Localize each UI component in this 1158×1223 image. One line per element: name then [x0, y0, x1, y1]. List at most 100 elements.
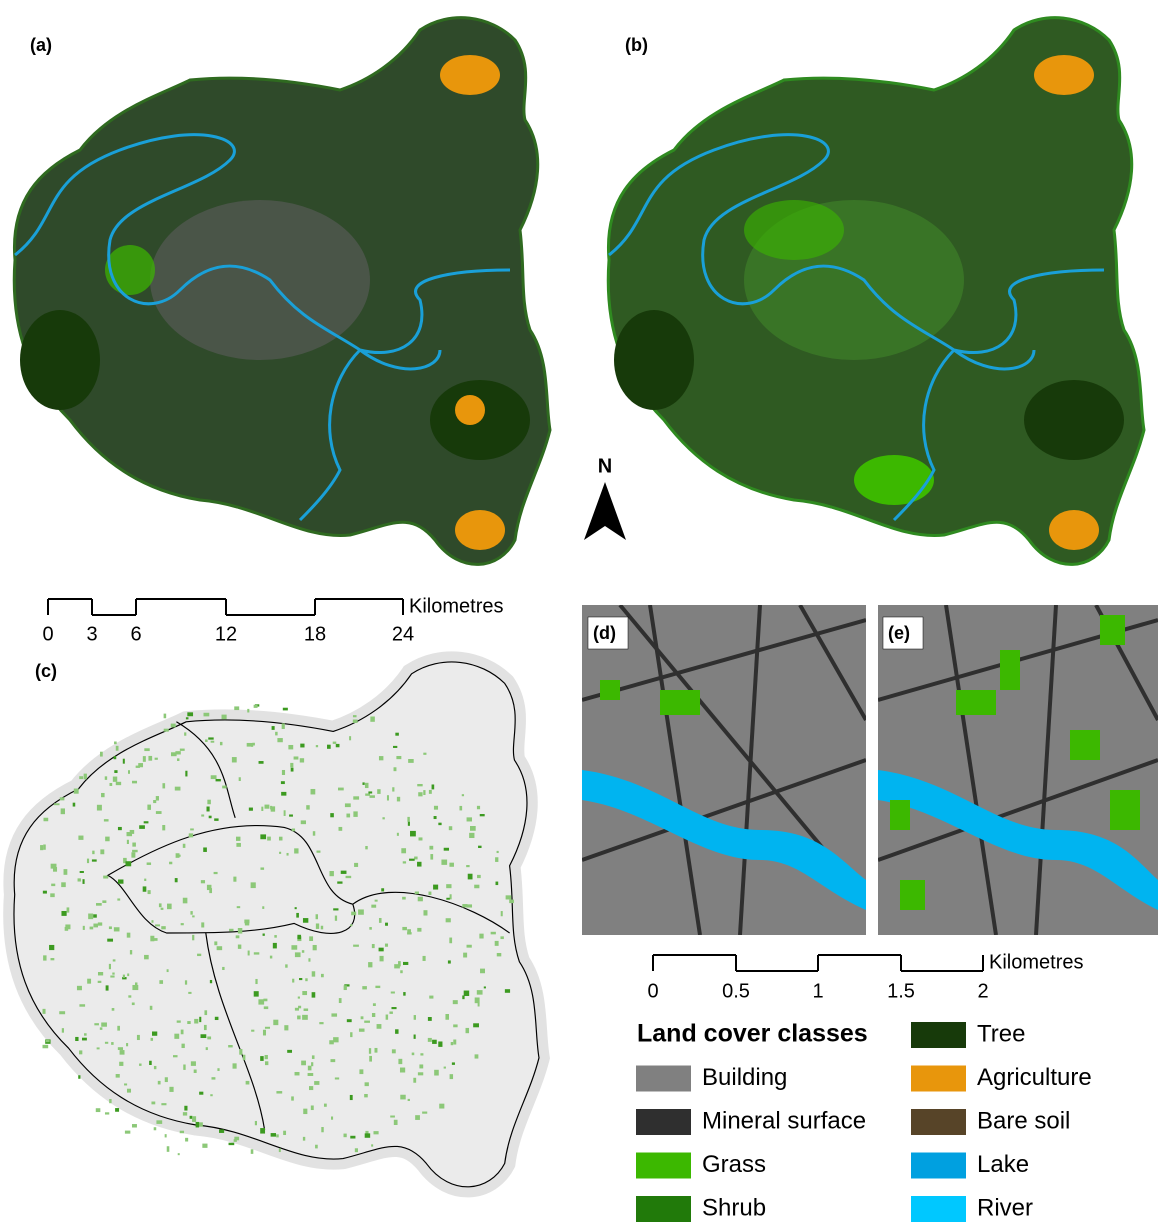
grass-patch	[93, 914, 97, 917]
grass-patch	[154, 1127, 157, 1130]
grass-patch	[477, 875, 481, 878]
grass-patch	[295, 952, 301, 957]
grass-patch	[165, 1077, 168, 1082]
grass-patch	[107, 939, 113, 942]
grass-patch	[364, 1021, 370, 1023]
grass-patch	[84, 774, 87, 780]
grass-patch	[201, 880, 205, 883]
grass-patch	[143, 886, 147, 891]
grass-patch	[452, 1062, 455, 1064]
grass-patch	[152, 1031, 157, 1035]
grass-patch	[434, 1070, 439, 1076]
grass-patch	[372, 944, 375, 948]
grass-patch	[306, 805, 309, 809]
grass-patch	[144, 879, 146, 881]
grass-patch	[125, 1131, 130, 1134]
grass-patch	[222, 786, 227, 789]
grass-patch	[289, 814, 293, 816]
grass-patch	[377, 789, 380, 794]
legend-swatch	[636, 1066, 691, 1092]
grass-patch	[105, 1112, 109, 1114]
map-a	[14, 18, 550, 565]
grass-patch	[353, 720, 358, 723]
grass-patch	[92, 851, 94, 855]
grass-patch	[167, 1146, 170, 1152]
grass-patch	[173, 1055, 178, 1057]
grass-patch	[415, 1115, 420, 1120]
grass-patch	[276, 1091, 282, 1093]
grass-patch	[61, 808, 65, 814]
grass-patch	[267, 837, 271, 841]
grass-patch	[373, 1131, 378, 1134]
grass-patch	[100, 1027, 103, 1029]
grass-patch	[292, 979, 294, 983]
grass-patch	[467, 945, 472, 948]
grass-patch	[233, 877, 236, 882]
grass-patch	[208, 737, 213, 739]
grass-patch	[65, 927, 69, 931]
grass-patch	[197, 954, 201, 956]
grass-patch	[106, 985, 109, 990]
grass-patch	[375, 986, 380, 988]
grass-patch	[236, 843, 241, 847]
grass-patch	[43, 891, 47, 894]
grass-patch	[181, 923, 184, 925]
grass-patch	[165, 1134, 167, 1137]
grass-patch	[78, 836, 83, 840]
grass-patch	[97, 1047, 100, 1049]
grass-patch	[117, 1026, 120, 1031]
grass-patch	[369, 1048, 371, 1054]
grass-patch	[243, 1055, 246, 1060]
grass-patch	[116, 746, 119, 751]
grass-patch	[350, 1032, 352, 1037]
grass-patch	[194, 1019, 198, 1024]
grass-patch	[305, 978, 307, 981]
grass-patch	[228, 1045, 233, 1047]
grass-patch	[453, 1040, 456, 1045]
grass-patch	[206, 1047, 208, 1050]
grass-patch	[497, 851, 499, 853]
grass-patch	[296, 913, 299, 918]
grass-patch	[130, 830, 134, 834]
grass-patch	[176, 853, 180, 858]
grass-patch	[335, 1077, 339, 1079]
grass-patch	[149, 1061, 152, 1065]
grass-patch	[313, 945, 317, 950]
grass-patch	[418, 792, 422, 796]
grass-patch	[155, 758, 158, 760]
grass-patch	[392, 1049, 396, 1053]
grass-patch	[381, 888, 384, 891]
grass-patch	[279, 1148, 281, 1152]
grass-patch	[445, 1014, 449, 1020]
grass-patch	[164, 729, 169, 732]
grass-patch	[43, 1009, 46, 1014]
grass-patch	[417, 784, 422, 786]
grass-patch	[450, 1074, 453, 1079]
grass-patch	[276, 1134, 279, 1137]
grass-patch	[423, 910, 427, 915]
grass-patch	[448, 960, 451, 963]
legend-swatch	[636, 1109, 691, 1135]
grass-patch	[207, 800, 211, 805]
grass-patch	[127, 933, 131, 938]
grass-patch	[331, 1013, 337, 1016]
grass-patch	[151, 920, 153, 923]
grass-patch	[139, 1064, 141, 1066]
grass-patch	[281, 792, 286, 796]
grass-patch	[40, 845, 43, 850]
grass-patch	[202, 1144, 207, 1148]
grass-patch	[285, 964, 287, 967]
grass-patch	[284, 1025, 288, 1030]
grass-patch	[183, 898, 188, 904]
grass-patch	[80, 871, 84, 873]
grass-patch	[132, 843, 136, 847]
grass-patch	[477, 806, 480, 809]
grass-patch	[220, 742, 223, 745]
grass-patch	[207, 1036, 211, 1039]
grass-patch	[394, 1120, 398, 1125]
grass-patch	[84, 1033, 87, 1035]
grass-patch	[199, 1092, 203, 1095]
grass-patch	[319, 1022, 323, 1024]
grass-patch	[350, 1136, 355, 1139]
legend-label: Lake	[977, 1151, 1029, 1178]
